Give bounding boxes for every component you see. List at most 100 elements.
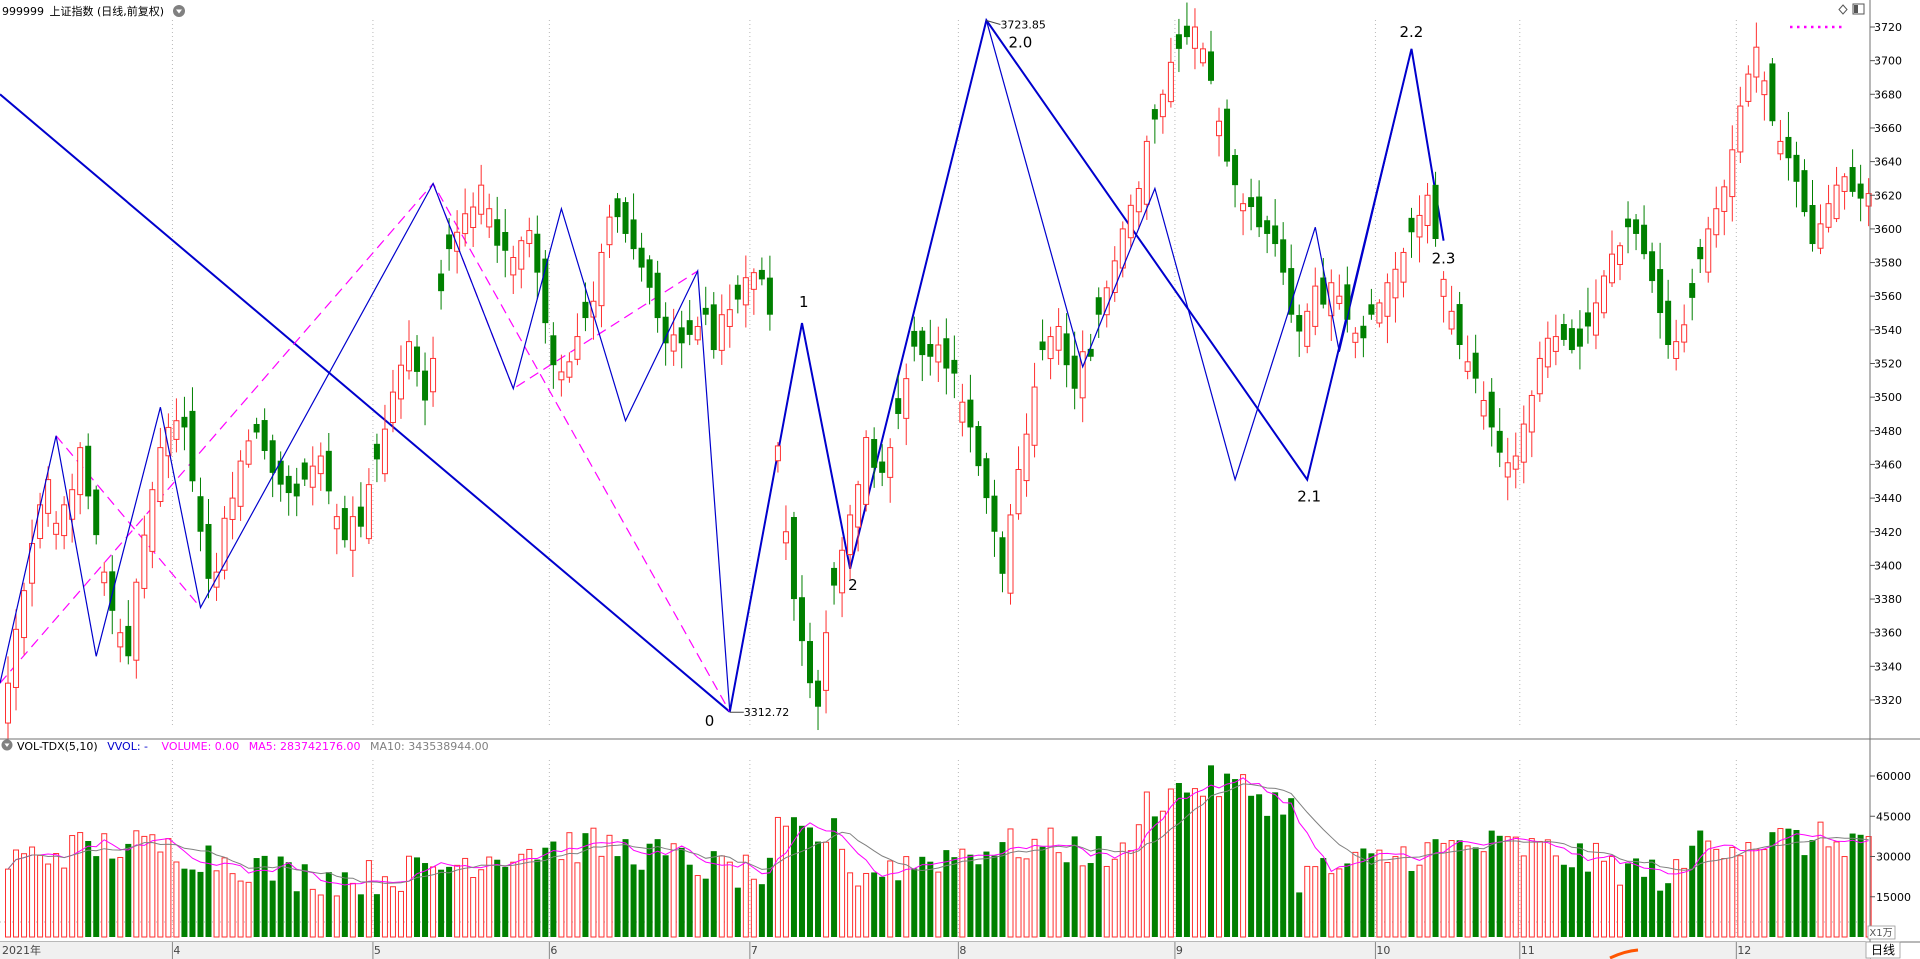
volume-bar	[117, 856, 124, 938]
candle-body	[1456, 304, 1463, 345]
volume-bar	[470, 877, 477, 938]
candle-body	[1199, 48, 1206, 64]
volume-bar	[1159, 810, 1166, 938]
candle-body	[1264, 220, 1271, 234]
volume-bar	[1248, 795, 1255, 937]
volume-bar	[935, 871, 942, 938]
price-pointer	[986, 20, 1001, 26]
candle-body	[141, 534, 148, 589]
candle-body	[1280, 239, 1287, 273]
stock-name: 上证指数	[50, 4, 94, 18]
period-badge[interactable]: 日线	[1871, 943, 1895, 957]
volume-bar	[213, 870, 220, 938]
volume-bar	[1456, 840, 1463, 937]
candle-body	[478, 184, 485, 215]
candle-body	[430, 357, 437, 393]
candle-body	[101, 571, 108, 584]
candle-body	[77, 447, 84, 496]
candle-body	[13, 628, 20, 688]
dashed-wave-lines	[0, 182, 731, 713]
volume-bar	[381, 876, 388, 938]
candle-body	[1408, 217, 1415, 233]
candle-body	[1272, 225, 1279, 245]
volume-dropdown-icon[interactable]	[1, 739, 13, 751]
volume-bar	[486, 856, 493, 938]
candle-body	[798, 597, 805, 642]
panel-toggle-icon[interactable]	[1852, 3, 1865, 15]
candle-body	[213, 571, 220, 588]
volume-bar	[189, 869, 196, 937]
volume-bar	[1272, 792, 1279, 937]
diamond-icon[interactable]	[1838, 4, 1848, 15]
candle-body	[494, 219, 501, 246]
volume-bar	[301, 864, 308, 937]
candle-body	[967, 399, 974, 428]
candle-body	[454, 231, 461, 252]
volume-bar	[815, 841, 822, 937]
volume-indicator-name: VOL-TDX(5,10)	[17, 740, 98, 753]
volume-bar	[1320, 858, 1327, 937]
volume-bar	[253, 858, 260, 937]
volume-bar	[630, 864, 637, 937]
title-dropdown-icon[interactable]	[173, 5, 185, 17]
candle-body	[1191, 26, 1198, 49]
candle-body	[237, 460, 244, 507]
candle-body	[1224, 108, 1231, 162]
candle-body	[1127, 204, 1134, 239]
volume-bar	[1232, 779, 1239, 937]
volume-bar	[109, 858, 116, 937]
volume-bar	[702, 878, 709, 937]
volume-ma5-line	[7, 777, 1869, 886]
candle-body	[815, 680, 822, 707]
candle-body	[21, 590, 28, 639]
candle-body	[1055, 325, 1062, 351]
candle-body	[983, 458, 990, 499]
volume-bar	[807, 827, 813, 937]
volume-bar	[542, 847, 549, 937]
month-label: 5	[374, 944, 381, 957]
volume-bar	[911, 868, 918, 937]
volume-bar	[919, 856, 926, 937]
candle-body	[1288, 268, 1295, 315]
volume-bar	[1031, 838, 1038, 938]
candle-body	[1384, 282, 1391, 317]
ma10-label: MA10: 343538944.00	[370, 740, 489, 753]
candle-body	[614, 198, 621, 218]
candle-body	[189, 410, 196, 482]
candle-body	[1304, 310, 1311, 347]
candle-body	[1416, 214, 1423, 238]
volume-bar	[1087, 863, 1094, 937]
candle-body	[887, 447, 894, 478]
volume-bar	[1649, 859, 1656, 937]
candle-body	[654, 272, 661, 319]
volume-bar	[438, 869, 445, 937]
volume-bar	[29, 846, 36, 938]
candle-body	[1817, 223, 1824, 249]
price-tick-label: 3420	[1874, 526, 1902, 539]
volume-bar	[1641, 876, 1648, 937]
candle-body	[261, 420, 268, 451]
price-tick-label: 3720	[1874, 21, 1902, 34]
volume-bar	[903, 856, 910, 938]
volume-bar	[37, 854, 44, 938]
candle-body	[1488, 391, 1495, 428]
candle-body	[1472, 352, 1479, 379]
candle-body	[774, 445, 781, 462]
volume-bar	[454, 864, 461, 938]
candle-body	[1111, 260, 1118, 293]
candle-body	[1512, 455, 1519, 470]
candle-body	[1849, 167, 1856, 192]
volume-bar	[494, 859, 501, 937]
candle-body	[5, 682, 11, 724]
candle-body	[750, 272, 757, 290]
volume-bar	[1544, 839, 1551, 938]
candle-body	[807, 641, 813, 684]
candle-body	[1424, 194, 1431, 226]
volume-bar	[1536, 840, 1543, 938]
volume-bar	[1135, 824, 1142, 938]
price-tick-label: 3660	[1874, 122, 1902, 135]
volume-bar	[1600, 860, 1607, 938]
candle-body	[53, 522, 60, 535]
candle-body	[1809, 205, 1816, 245]
